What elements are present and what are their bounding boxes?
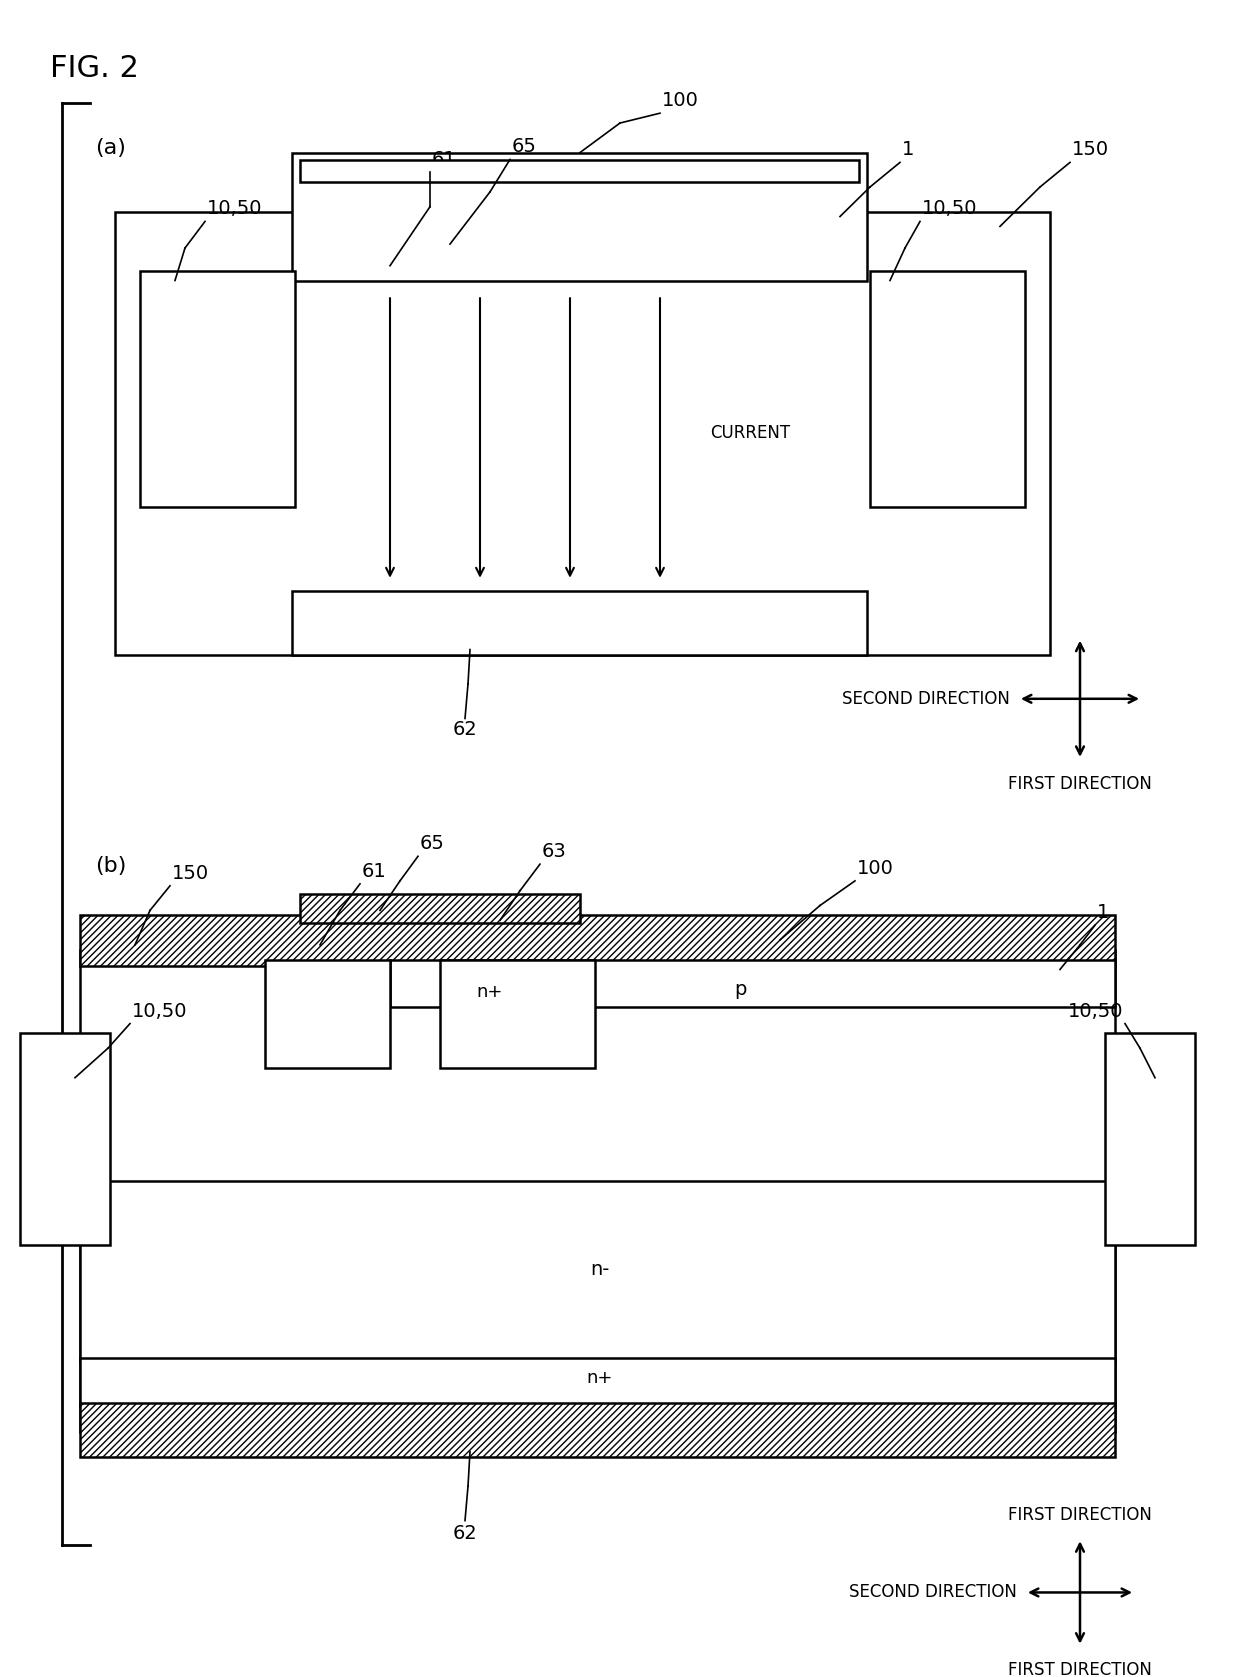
- Text: n+: n+: [587, 1368, 614, 1387]
- Text: 62: 62: [453, 721, 477, 740]
- Text: (b): (b): [95, 857, 126, 877]
- Bar: [115, 211, 1050, 654]
- Text: 63: 63: [542, 842, 567, 862]
- Text: SECOND DIRECTION: SECOND DIRECTION: [849, 1583, 1017, 1602]
- Text: FIRST DIRECTION: FIRST DIRECTION: [1008, 1506, 1152, 1524]
- Text: n-: n-: [590, 1259, 610, 1280]
- Text: FIRST DIRECTION: FIRST DIRECTION: [1008, 775, 1152, 793]
- Text: p: p: [734, 979, 746, 998]
- Bar: [391, 959, 1115, 1006]
- Text: SECOND DIRECTION: SECOND DIRECTION: [842, 689, 1011, 708]
- Text: 150: 150: [172, 864, 210, 882]
- Text: 61: 61: [432, 151, 456, 169]
- Text: 150: 150: [1073, 141, 1109, 159]
- Text: 1: 1: [1097, 904, 1110, 922]
- Bar: [291, 590, 867, 654]
- Text: 100: 100: [857, 859, 894, 879]
- Text: FIG. 2: FIG. 2: [50, 54, 139, 84]
- Text: 10,50: 10,50: [207, 200, 263, 218]
- Bar: [20, 1033, 110, 1244]
- Text: CURRENT: CURRENT: [711, 424, 790, 443]
- Text: 62: 62: [453, 1524, 477, 1543]
- Text: 65: 65: [512, 138, 537, 156]
- Text: 65: 65: [420, 835, 445, 854]
- Bar: [81, 949, 1115, 1432]
- Bar: [81, 1402, 1115, 1457]
- Bar: [1105, 1033, 1195, 1244]
- Bar: [81, 1358, 1115, 1407]
- Bar: [300, 894, 580, 924]
- Bar: [140, 270, 295, 506]
- Text: 1: 1: [901, 141, 914, 159]
- Text: FIRST DIRECTION: FIRST DIRECTION: [1008, 1662, 1152, 1677]
- Text: 10,50: 10,50: [131, 1001, 187, 1021]
- Bar: [265, 959, 391, 1068]
- Text: (a): (a): [95, 138, 126, 158]
- Bar: [300, 161, 859, 183]
- Bar: [81, 916, 1115, 966]
- Bar: [870, 270, 1025, 506]
- Bar: [440, 959, 595, 1068]
- Text: n+: n+: [477, 983, 503, 1001]
- Bar: [291, 153, 867, 280]
- Text: 100: 100: [662, 91, 699, 111]
- Text: 10,50: 10,50: [923, 200, 977, 218]
- Bar: [81, 1181, 1115, 1363]
- Text: 10,50: 10,50: [1068, 1001, 1123, 1021]
- Text: 61: 61: [362, 862, 387, 880]
